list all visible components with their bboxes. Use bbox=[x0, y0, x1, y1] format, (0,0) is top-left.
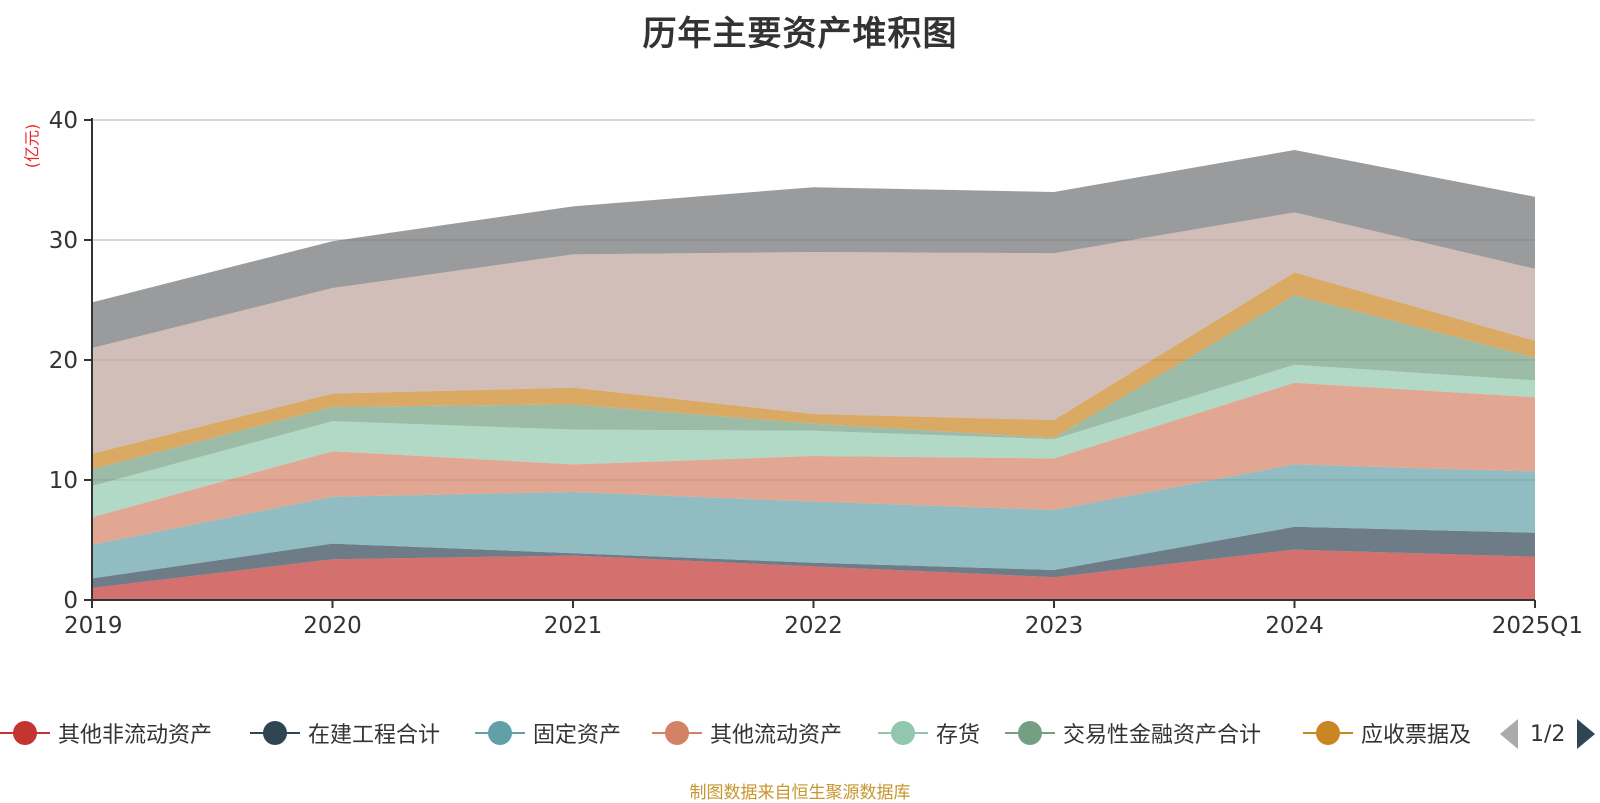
legend-marker-icon bbox=[475, 713, 525, 753]
x-tick-label: 2021 bbox=[544, 613, 603, 639]
legend-marker-icon bbox=[0, 713, 50, 753]
legend-marker-icon bbox=[1303, 713, 1353, 753]
legend-label: 在建工程合计 bbox=[308, 723, 441, 748]
legend-item[interactable]: 其他流动资产 bbox=[652, 713, 842, 753]
area-series-3 bbox=[92, 464, 1535, 579]
legend-next-page-icon[interactable] bbox=[1577, 719, 1596, 749]
area-series-unlabeled-9 bbox=[92, 150, 1535, 348]
y-tick-label: 20 bbox=[49, 348, 78, 374]
x-tick-label: 2025Q1 bbox=[1492, 613, 1583, 639]
legend-label: 交易性金融资产合计 bbox=[1063, 723, 1262, 748]
legend-marker-icon bbox=[1005, 713, 1055, 753]
legend-item[interactable]: 固定资产 bbox=[475, 713, 621, 753]
legend-pager: 1/2 bbox=[1500, 716, 1596, 752]
legend-item[interactable]: 应收票据及 bbox=[1303, 713, 1471, 753]
y-tick-label: 10 bbox=[49, 468, 78, 494]
chart-title: 历年主要资产堆积图 bbox=[642, 14, 958, 54]
legend-marker-icon bbox=[250, 713, 300, 753]
area-series-group bbox=[92, 150, 1535, 600]
y-tick-label: 30 bbox=[49, 228, 78, 254]
source-note: 制图数据来自恒生聚源数据库 bbox=[689, 783, 911, 803]
area-series-unlabeled-8 bbox=[92, 212, 1535, 454]
legend: 其他非流动资产 在建工程合计 固定资产 其他流动资产 存货 交易性金融资产合计 应收票据及 bbox=[0, 713, 1600, 753]
legend-label: 固定资产 bbox=[533, 723, 622, 748]
legend-page-indicator: 1/2 bbox=[1530, 721, 1566, 747]
area-series-1 bbox=[92, 549, 1535, 600]
x-tick-label: 2022 bbox=[784, 613, 843, 639]
legend-item[interactable]: 其他非流动资产 bbox=[0, 713, 212, 753]
legend-marker-icon bbox=[878, 713, 928, 753]
legend-marker-icon bbox=[652, 713, 702, 753]
legend-item[interactable]: 存货 bbox=[878, 713, 980, 753]
y-tick-label: 40 bbox=[49, 108, 78, 134]
x-tick-label: 2020 bbox=[303, 613, 362, 639]
legend-label: 存货 bbox=[936, 723, 981, 748]
legend-item[interactable]: 交易性金融资产合计 bbox=[1005, 713, 1261, 753]
x-tick-label: 2024 bbox=[1265, 613, 1324, 639]
area-series-4 bbox=[92, 382, 1535, 545]
y-tick-label: 0 bbox=[63, 588, 78, 614]
legend-label: 其他流动资产 bbox=[710, 723, 843, 748]
legend-label: 其他非流动资产 bbox=[58, 723, 213, 748]
legend-prev-page-icon[interactable] bbox=[1500, 719, 1518, 749]
legend-item[interactable]: 在建工程合计 bbox=[250, 713, 440, 753]
x-tick-label: 2023 bbox=[1025, 613, 1084, 639]
legend-label: 应收票据及 bbox=[1361, 723, 1472, 748]
area-series-2 bbox=[92, 526, 1535, 588]
axes: 0 10 20 30 40 2019 2020 2021 2022 2023 2024 2025Q1 bbox=[49, 108, 1583, 639]
x-tick-label: 2019 bbox=[64, 613, 123, 639]
area-series-5 bbox=[92, 364, 1535, 518]
